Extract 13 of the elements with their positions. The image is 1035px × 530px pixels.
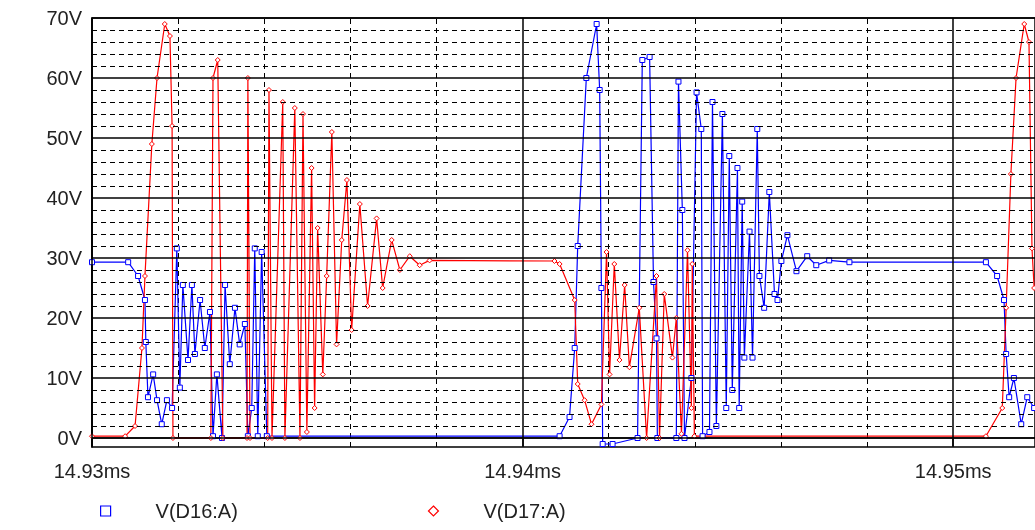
y-tick-label: 30V <box>46 247 83 269</box>
y-tick-label: 70V <box>46 7 83 29</box>
x-tick-label: 14.94ms <box>484 460 561 482</box>
x-tick-label: 14.95ms <box>914 460 992 482</box>
y-tick-label: 50V <box>46 127 83 149</box>
y-tick-label: 20V <box>46 307 83 329</box>
y-tick-label: 0V <box>57 427 83 449</box>
legend-label: V(D16:A) <box>155 500 238 522</box>
legend-label: V(D17:A) <box>483 500 566 522</box>
y-tick-label: 60V <box>46 67 83 89</box>
y-tick-label: 10V <box>46 367 83 389</box>
x-tick-label: 14.93ms <box>53 460 131 482</box>
y-tick-label: 40V <box>46 187 83 209</box>
